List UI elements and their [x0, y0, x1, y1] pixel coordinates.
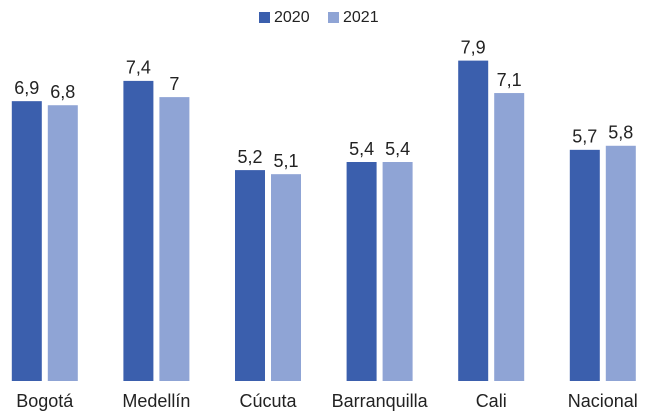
data-label: 5,4 [385, 139, 410, 159]
legend-label: 2020 [274, 9, 310, 26]
x-tick-label: Barranquilla [332, 391, 429, 411]
legend-swatch [328, 12, 339, 23]
x-tick-label: Bogotá [16, 391, 74, 411]
bar [271, 174, 301, 381]
x-tick-label: Cúcuta [239, 391, 297, 411]
legend-swatch [259, 12, 270, 23]
bar [159, 97, 190, 381]
data-label: 7,9 [461, 37, 486, 57]
data-label: 5,1 [273, 151, 298, 171]
data-label: 7,1 [497, 70, 522, 90]
data-label: 7,4 [126, 58, 151, 78]
bar [123, 80, 154, 381]
bar [47, 105, 78, 381]
bar [494, 93, 525, 382]
data-label: 7 [169, 74, 179, 94]
data-label: 5,2 [237, 147, 262, 167]
legend-label: 2021 [343, 9, 379, 26]
data-label: 5,7 [572, 127, 597, 147]
x-tick-label: Medellín [122, 391, 190, 411]
data-label: 5,8 [608, 123, 633, 143]
data-label: 6,9 [14, 78, 39, 98]
x-tick-label: Nacional [568, 391, 638, 411]
data-label: 5,4 [349, 139, 374, 159]
bar [235, 170, 265, 381]
bar [11, 101, 42, 382]
bar [346, 162, 377, 381]
bar [569, 149, 600, 381]
data-label: 6,8 [50, 82, 75, 102]
bar [458, 60, 489, 381]
x-tick-label: Cali [476, 391, 507, 411]
bar [382, 162, 413, 381]
bar [605, 145, 636, 381]
